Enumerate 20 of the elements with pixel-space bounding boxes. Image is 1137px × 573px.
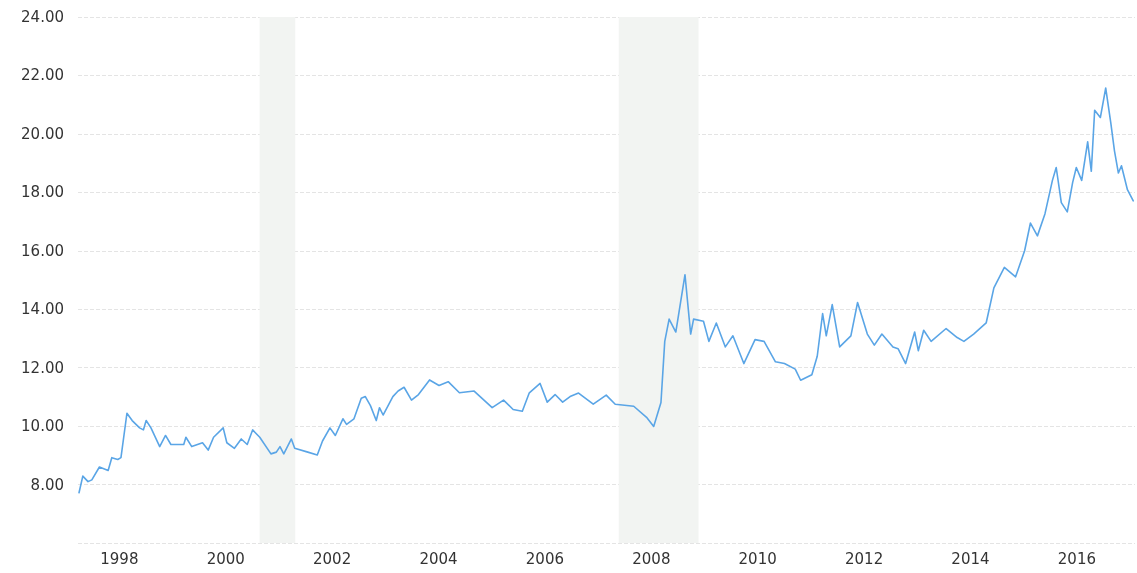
x-tick-label: 2004 bbox=[419, 549, 458, 568]
y-tick-label: 16.00 bbox=[21, 241, 64, 260]
x-tick-label: 2010 bbox=[738, 549, 777, 568]
line-series bbox=[78, 87, 1135, 494]
x-tick-label: 2002 bbox=[313, 549, 352, 568]
x-tick-label: 2016 bbox=[1057, 549, 1096, 568]
x-tick-label: 2012 bbox=[845, 549, 884, 568]
x-tick-label: 2008 bbox=[632, 549, 671, 568]
y-tick-label: 10.00 bbox=[21, 417, 64, 436]
y-tick-label: 14.00 bbox=[21, 300, 64, 319]
y-tick-label: 20.00 bbox=[21, 124, 64, 143]
y-tick-label: 12.00 bbox=[21, 358, 64, 377]
y-tick-label: 22.00 bbox=[21, 66, 64, 85]
y-tick-label: 24.00 bbox=[21, 8, 64, 26]
y-tick-label: 8.00 bbox=[30, 475, 64, 494]
x-tick-label: 2000 bbox=[206, 549, 245, 568]
x-tick-label: 2014 bbox=[951, 549, 990, 568]
x-tick-label: 2006 bbox=[525, 549, 564, 568]
x-tick-label: 1998 bbox=[100, 549, 139, 568]
y-tick-label: 18.00 bbox=[21, 183, 64, 202]
